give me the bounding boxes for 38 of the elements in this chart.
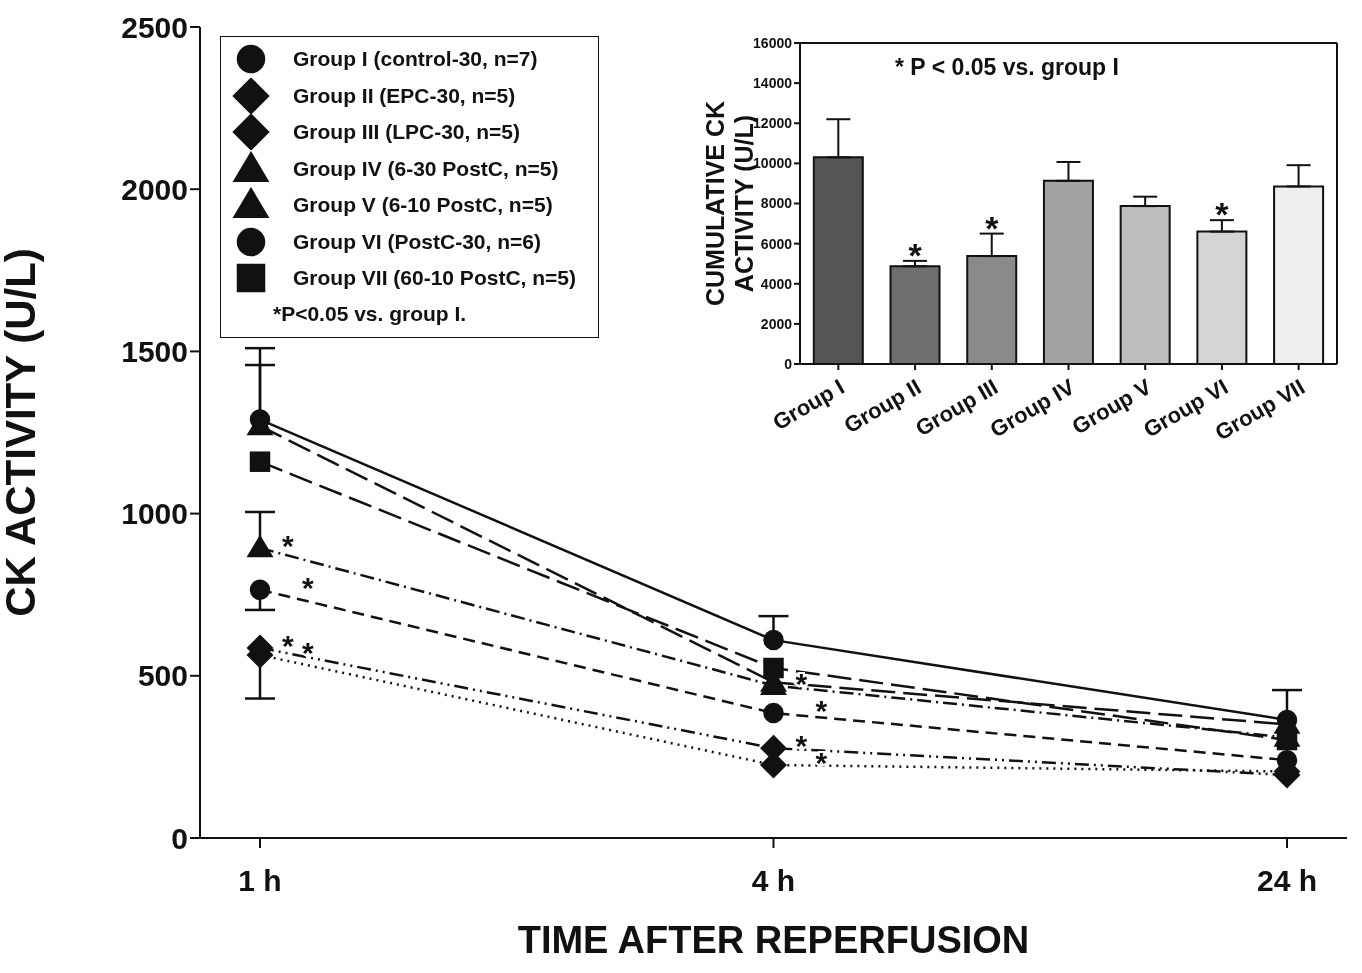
annotation: *: [282, 528, 294, 562]
annotation: *: [1215, 195, 1230, 234]
annotation: *: [908, 235, 923, 274]
x-axis-title: TIME AFTER REPERFUSION: [517, 919, 1030, 961]
annotation: *: [815, 694, 828, 728]
legend-label: Group I (control-30, n=7): [293, 47, 538, 72]
y-tick-label: 0: [171, 821, 188, 855]
y-tick-label: 2500: [121, 10, 188, 44]
annotation: *: [302, 570, 314, 604]
x-tick-label: 1 h: [238, 864, 282, 898]
annotation: *: [282, 628, 294, 662]
y-tick-label: 16000: [753, 34, 793, 51]
legend-label: Group VII (60-10 PostC, n=5): [293, 266, 576, 291]
y-tick-label: 0: [784, 355, 793, 372]
y-tick-label: 2000: [760, 315, 793, 332]
y-tick-label: 1000: [121, 497, 188, 531]
y-tick-label: 6000: [760, 235, 793, 252]
legend-label: Group V (6-10 PostC, n=5): [293, 193, 553, 218]
legend-label: Group II (EPC-30, n=5): [293, 83, 516, 108]
y-tick-label: 1500: [121, 335, 188, 369]
annotation: *: [302, 636, 314, 670]
x-tick-label: 24 h: [1256, 864, 1318, 898]
y-tick-label: 8000: [760, 195, 793, 212]
annotation: *: [795, 729, 808, 763]
legend-label: Group III (LPC-30, n=5): [293, 120, 520, 145]
annotation: * P < 0.05 vs. group I: [895, 54, 1119, 81]
y-tick-label: 4000: [760, 275, 793, 292]
x-tick-label: 4 h: [751, 864, 796, 898]
legend-label: Group VI (PostC-30, n=6): [293, 229, 541, 254]
annotation: *: [815, 746, 828, 780]
annotation: *P<0.05 vs. group I.: [272, 300, 468, 327]
y-tick-label: 500: [137, 659, 188, 693]
annotation: *: [795, 666, 808, 700]
y-tick-label: 14000: [753, 75, 793, 92]
legend-label: Group IV (6-30 PostC, n=5): [293, 156, 559, 181]
y-tick-label: 2000: [121, 172, 188, 206]
annotation: *: [985, 208, 1000, 247]
y-axis-title: CK ACTIVITY (U/L): [0, 248, 44, 617]
